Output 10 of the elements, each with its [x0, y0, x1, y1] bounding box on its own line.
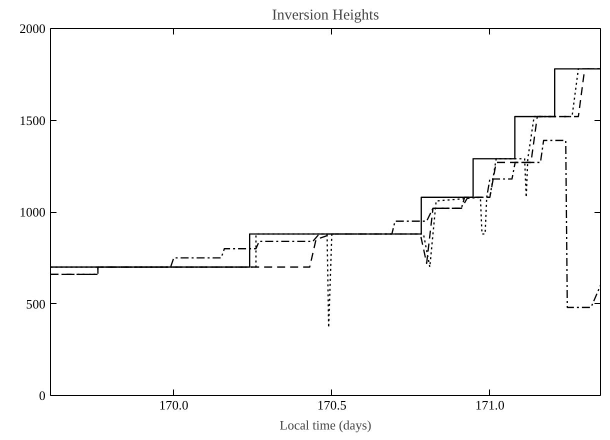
- x-tick-label: 170.0: [159, 398, 188, 412]
- y-tick-label: 500: [26, 296, 46, 312]
- y-tick-label: 0: [39, 388, 46, 403]
- y-tick-label: 2000: [20, 21, 46, 36]
- y-tick-label: 1500: [20, 112, 46, 128]
- x-axis-title: Local time (days): [280, 418, 372, 432]
- x-tick-label: 171.0: [475, 398, 504, 412]
- y-tick-label: 1000: [20, 204, 46, 220]
- x-tick-label: 170.5: [317, 398, 346, 412]
- chart-title: Inversion Heights: [272, 8, 380, 24]
